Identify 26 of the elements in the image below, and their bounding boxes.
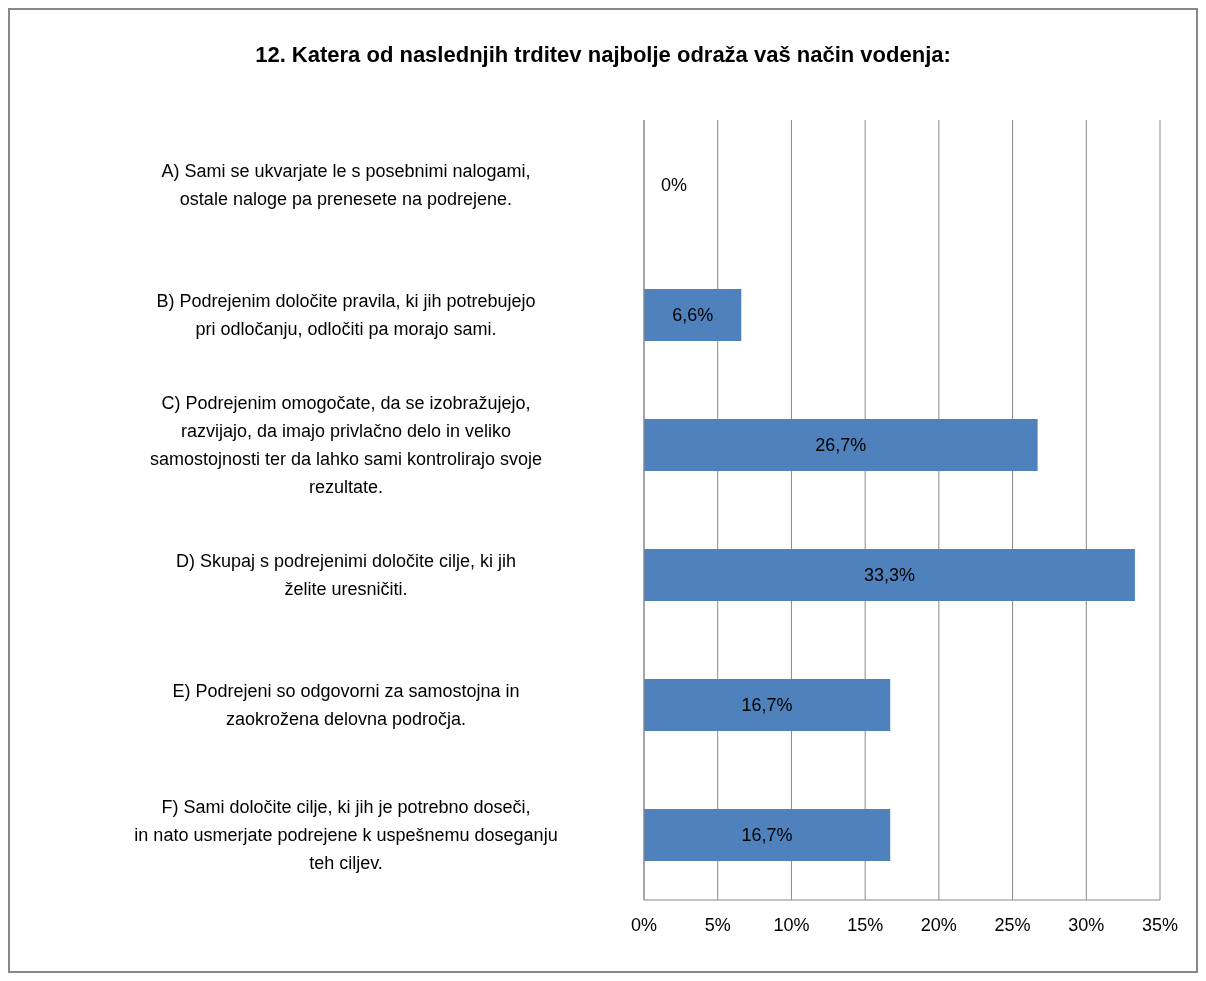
x-tick-label: 15% — [847, 914, 884, 935]
x-tick-label: 30% — [1068, 914, 1105, 935]
data-label: 33,3% — [863, 565, 915, 585]
x-tick-label: 20% — [920, 914, 957, 935]
bar — [644, 549, 1135, 601]
y-tick-label: B) Podrejenim določite pravila, ki jih potrebujejo pri odločanju, odločiti pa morajo sami. — [156, 291, 536, 339]
x-tick-label: 35% — [1141, 914, 1179, 935]
data-label: 26,7% — [815, 435, 867, 455]
bar — [644, 289, 742, 341]
x-tick-label: 25% — [994, 914, 1031, 935]
data-label: 0% — [660, 175, 688, 195]
bar — [644, 679, 891, 731]
bar — [644, 419, 1038, 471]
bar — [644, 809, 891, 861]
x-tick-label: 5% — [704, 914, 731, 935]
y-tick-label: D) Skupaj s podrejenimi določite cilje, ki jih želite uresničiti. — [175, 551, 517, 599]
chart-title: 12. Katera od naslednjih trditev najbolje odraža vaš način vodenja: — [254, 42, 952, 68]
y-tick-label: F) Sami določite cilje, ki jih je potrebno doseči, in nato usmerjate podrejene k uspešnemu doseganju teh ciljev. — [134, 797, 558, 873]
x-tick-label: 0% — [630, 914, 658, 935]
y-tick-label: E) Podrejeni so odgovorni za samostojna in zaokrožena delovna področja. — [172, 681, 520, 729]
y-tick-label: A) Sami se ukvarjate le s posebnimi nalogami, ostale naloge pa prenesete na podrejene. — [161, 161, 531, 209]
data-label: 6,6% — [672, 305, 714, 325]
data-label: 16,7% — [741, 695, 793, 715]
y-tick-label: C) Podrejenim omogočate, da se izobražujejo, razvijajo, da imajo privlačno delo in veliko samostojnosti ter da lahko sami kontrolirajo svoje rezultate. — [149, 393, 543, 497]
data-label: 16,7% — [741, 825, 793, 845]
x-tick-label: 10% — [773, 914, 810, 935]
